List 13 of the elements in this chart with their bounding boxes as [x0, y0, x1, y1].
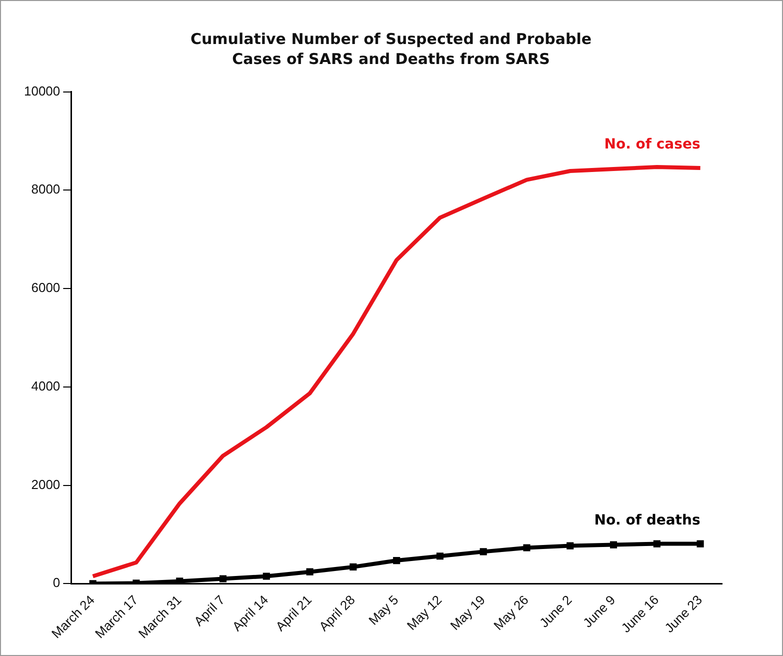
x-tick-label: May 26: [490, 592, 532, 633]
y-tick-label: 4000: [31, 378, 60, 394]
series-label: No. of deaths: [594, 512, 700, 528]
x-tick-label: May 12: [404, 592, 445, 633]
y-tick-label: 8000: [31, 182, 60, 197]
x-tick-label: May 5: [366, 592, 402, 628]
y-tick-label: 0: [52, 575, 60, 590]
y-tick-label: 2000: [31, 476, 60, 492]
y-tick-label: 6000: [31, 280, 60, 296]
chart-title: Cumulative Number of Suspected and Probable Cases of SARS and Deaths from SARS: [189, 29, 593, 69]
y-tick-label: 10000: [24, 83, 60, 98]
x-tick-label: May 19: [447, 592, 488, 633]
series-label: No. of cases: [604, 136, 700, 153]
